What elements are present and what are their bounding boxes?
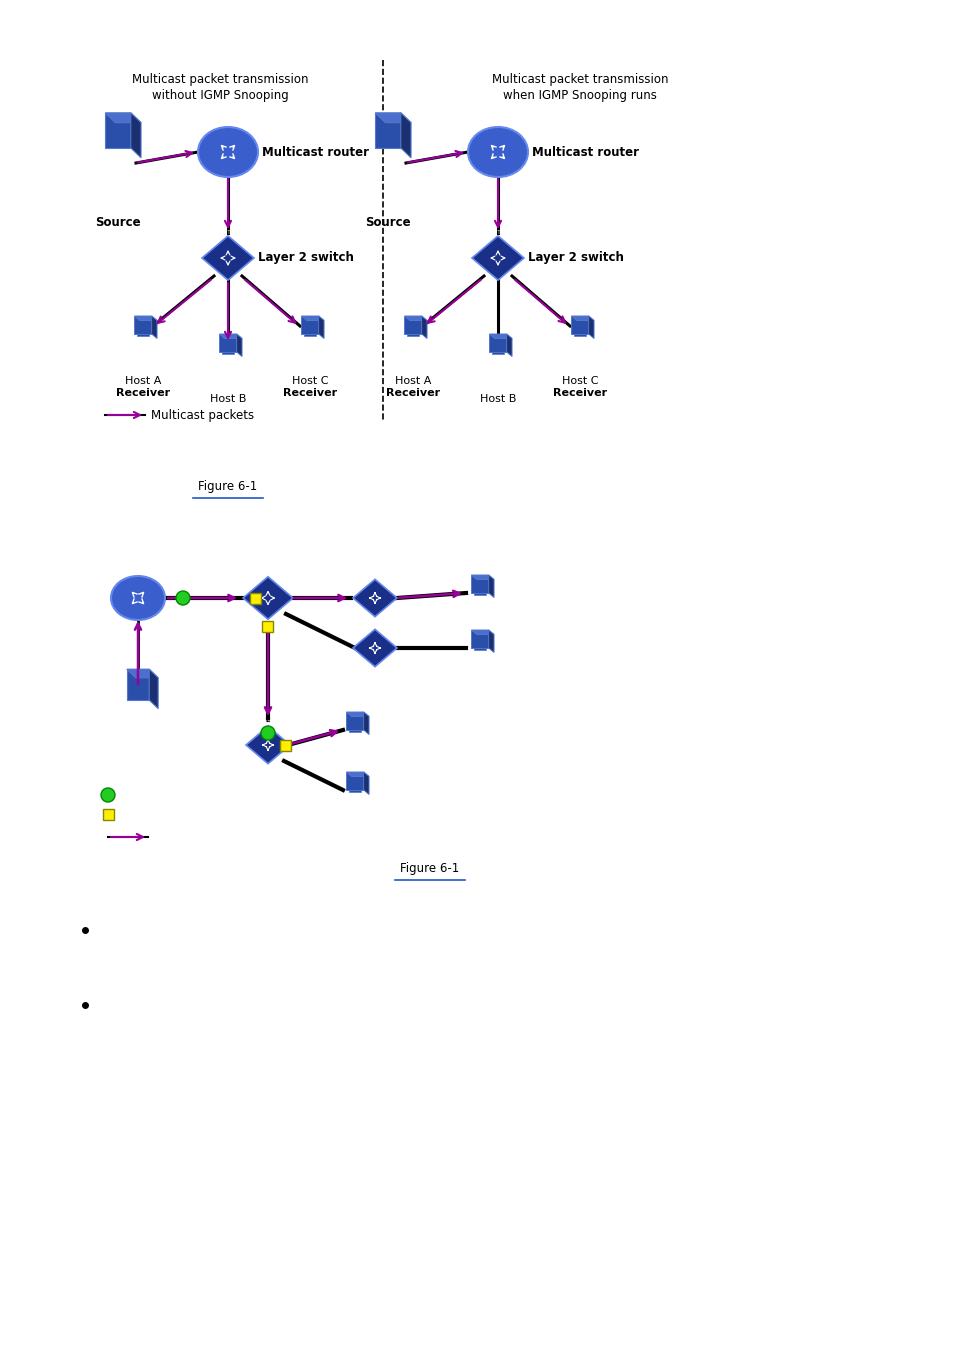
Text: Multicast router: Multicast router [532,146,639,158]
Polygon shape [375,113,400,148]
Polygon shape [363,711,369,734]
Text: Figure 6-1: Figure 6-1 [400,863,459,875]
Text: SWITCH: SWITCH [258,721,277,725]
Polygon shape [105,113,131,148]
Text: SWITCH: SWITCH [218,230,237,235]
Text: SWITCH: SWITCH [365,624,384,628]
Text: Source: Source [95,216,141,230]
Bar [103,809,113,819]
Polygon shape [489,333,512,339]
Bar [262,621,273,632]
Text: Receiver: Receiver [283,387,336,398]
Ellipse shape [198,127,257,177]
Polygon shape [375,113,411,123]
Text: Multicast packet transmission: Multicast packet transmission [132,73,308,86]
Polygon shape [152,316,157,339]
Text: ROUTER: ROUTER [215,122,240,126]
Polygon shape [472,236,523,279]
Text: Receiver: Receiver [553,387,606,398]
Text: Source: Source [365,216,411,230]
Polygon shape [134,316,157,320]
Bar [280,740,291,751]
Polygon shape [149,670,158,709]
Text: without IGMP Snooping: without IGMP Snooping [152,89,288,101]
Polygon shape [573,333,586,336]
Polygon shape [471,575,488,593]
Polygon shape [346,711,369,717]
Polygon shape [404,316,427,320]
Polygon shape [421,316,427,339]
Text: Multicast router: Multicast router [262,146,369,158]
Polygon shape [471,630,494,634]
Text: SWITCH: SWITCH [488,230,507,235]
Text: Receiver: Receiver [116,387,170,398]
Text: ROUTER: ROUTER [125,570,151,575]
Text: Host A: Host A [125,377,161,386]
Text: when IGMP Snooping runs: when IGMP Snooping runs [502,89,657,101]
Polygon shape [301,316,324,320]
Polygon shape [346,711,363,730]
Polygon shape [346,772,363,790]
Polygon shape [127,670,158,678]
Polygon shape [318,316,324,339]
Ellipse shape [111,576,165,620]
Polygon shape [488,575,494,598]
Polygon shape [488,630,494,652]
Text: Host B: Host B [210,394,246,404]
Polygon shape [506,333,512,356]
Polygon shape [219,333,236,352]
Polygon shape [348,790,361,792]
Polygon shape [571,316,594,320]
Polygon shape [471,575,494,579]
Polygon shape [219,333,242,339]
Bar [250,593,261,603]
Polygon shape [127,670,149,701]
Text: Multicast packets: Multicast packets [151,409,253,421]
Polygon shape [406,333,419,336]
Text: Host B: Host B [479,394,516,404]
Circle shape [261,726,274,740]
Polygon shape [473,648,486,651]
Text: ROUTER: ROUTER [485,122,510,126]
Polygon shape [202,236,253,279]
Text: Host C: Host C [292,377,328,386]
Ellipse shape [468,127,527,177]
Text: Receiver: Receiver [386,387,439,398]
Polygon shape [491,352,504,354]
Polygon shape [489,333,506,352]
Polygon shape [588,316,594,339]
Polygon shape [571,316,588,333]
Polygon shape [243,576,293,620]
Polygon shape [105,113,141,123]
Text: SWITCH: SWITCH [258,571,277,575]
Text: SWITCH: SWITCH [365,574,384,578]
Polygon shape [353,629,396,667]
Polygon shape [303,333,316,336]
Polygon shape [353,579,396,617]
Polygon shape [236,333,242,356]
Polygon shape [473,593,486,595]
Text: Multicast packet transmission: Multicast packet transmission [491,73,667,86]
Polygon shape [301,316,318,333]
Text: Host A: Host A [395,377,431,386]
Polygon shape [134,316,152,333]
Polygon shape [348,730,361,732]
Polygon shape [246,726,290,764]
Circle shape [175,591,190,605]
Polygon shape [346,772,369,776]
Circle shape [101,788,115,802]
Polygon shape [471,630,488,648]
Polygon shape [404,316,421,333]
Text: Layer 2 switch: Layer 2 switch [527,251,623,265]
Text: Host C: Host C [561,377,598,386]
Polygon shape [131,113,141,158]
Polygon shape [363,772,369,795]
Polygon shape [400,113,411,158]
Polygon shape [221,352,234,354]
Text: Layer 2 switch: Layer 2 switch [257,251,354,265]
Text: Figure 6-1: Figure 6-1 [198,481,257,493]
Polygon shape [136,333,150,336]
